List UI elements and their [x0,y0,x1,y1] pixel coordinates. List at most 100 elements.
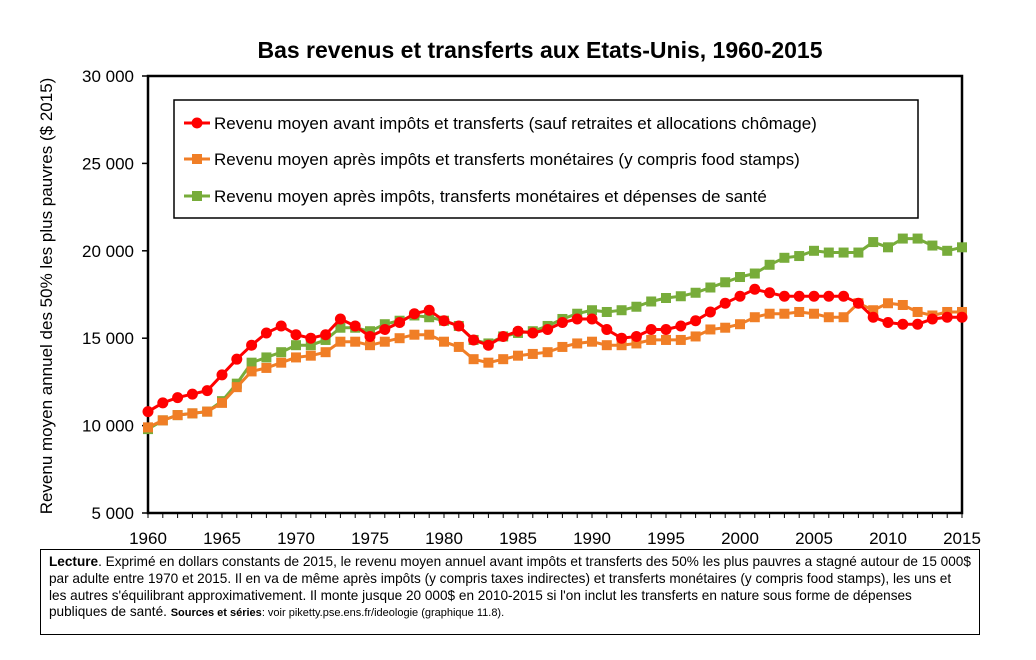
series-3-point [897,233,908,244]
series-3-point [690,287,701,298]
caption-box: Lecture. Exprimé en dollars constants de… [40,549,980,635]
series-1-point [956,311,968,323]
series-3-point [942,245,953,256]
series-1-point [142,406,154,418]
series-1-point [290,329,302,341]
series-1-point [704,306,716,318]
series-3-point [424,312,435,323]
series-1-point [719,297,731,309]
chart-title: Bas revenus et transferts aux Etats-Unis… [257,37,822,63]
x-tick-label: 1980 [425,529,463,545]
series-1-point [941,311,953,323]
line-chart: Bas revenus et transferts aux Etats-Unis… [37,37,981,545]
series-3-point [764,259,775,270]
series-1-point [808,290,820,302]
series-2 [143,298,967,433]
series-3-point [631,301,642,312]
x-tick-label: 1970 [277,529,315,545]
series-3-point [868,237,879,248]
series-3-point [838,247,849,258]
series-1-point [408,308,420,320]
series-2-point [542,347,553,358]
series-2-point [291,352,301,363]
y-tick-label: 25 000 [82,154,134,173]
legend-label: Revenu moyen après impôts et transferts … [214,150,800,169]
series-3-point [601,306,612,317]
series-2-point [350,336,361,347]
series-2-point [631,338,642,349]
series-2-point [897,299,908,310]
series-1-point [616,332,628,344]
series-1-point [823,290,835,302]
series-2-point [143,422,153,433]
series-1-point [556,316,568,328]
series-2-point [675,334,686,345]
series-3-point [305,340,316,351]
series-1-point [157,397,169,409]
series-1-point [231,353,243,365]
series-1-point [542,323,554,335]
series-3-point [616,305,627,316]
y-tick-label: 20 000 [82,242,134,261]
series-3-point [735,272,745,283]
caption-sources-label: Sources et séries [170,607,262,620]
series-1-point [764,287,776,299]
series-1-point [172,392,184,404]
series-3-point [246,357,257,368]
series-2-point [823,312,834,323]
y-tick-label: 10 000 [82,417,134,436]
series-2-point [305,350,316,361]
series-1-point [453,320,465,332]
y-axis-label: Revenu moyen annuel des 50% les plus pau… [37,78,56,515]
series-3-point [779,252,790,263]
series-1-point [734,290,746,302]
series-3-point [335,322,346,333]
series-1-point [867,311,879,323]
series-3-point [957,242,967,253]
series-3-point [587,305,597,316]
series-1-point [349,320,361,332]
series-1-point [320,329,332,341]
series-1-point [275,320,287,332]
y-tick-label: 5 000 [91,504,134,523]
series-2-point [838,312,849,323]
series-2-point [883,298,893,309]
series-1-point [882,316,894,328]
plot-area-frame [146,74,964,515]
legend-marker [191,117,203,129]
series-3-point [261,352,272,363]
y-tick-label: 15 000 [82,329,134,348]
series-2-point [453,341,464,352]
series-3-point [291,340,301,351]
x-tick-label: 1985 [499,529,537,545]
series-2-point [246,366,257,377]
legend-marker [192,154,202,164]
legend-marker [192,191,202,201]
x-tick-label: 1960 [129,529,167,545]
series-1-point [379,323,391,335]
series-2-point [601,340,612,351]
series-2-point [527,348,538,359]
series-1-point [527,327,539,339]
series-1-point [246,339,258,351]
series-3-point [646,296,657,307]
series-1-point [438,315,450,327]
series-1-point [364,330,376,342]
series-1-point [912,318,924,330]
series-1-point [423,304,435,316]
x-tick-label: 2005 [795,529,833,545]
x-tick-label: 1995 [647,529,685,545]
series-1-point [468,334,480,346]
series-1-point [778,290,790,302]
series-3-point [809,245,819,256]
series-3-point [749,268,760,279]
series-2-point [513,350,523,361]
y-tick-label: 30 000 [82,67,134,86]
series-1-point [645,323,657,335]
x-tick-label: 2000 [721,529,759,545]
series-2-point [365,340,375,351]
series-1-point [201,385,213,397]
legend-label: Revenu moyen avant impôts et transferts … [214,114,817,133]
series-3-point [912,233,923,244]
series-2-point [172,410,183,421]
